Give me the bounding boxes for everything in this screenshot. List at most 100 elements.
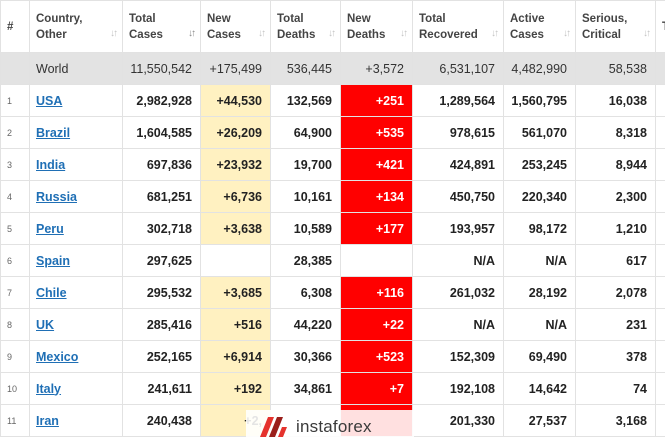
new-deaths-cell: +7 xyxy=(340,372,413,405)
truncated-cell xyxy=(655,84,665,117)
serious-critical-cell: 617 xyxy=(575,244,656,277)
total-cases-cell: 297,625 xyxy=(122,244,201,277)
serious-critical-cell: 378 xyxy=(575,340,656,373)
column-header-line1: New xyxy=(347,12,371,25)
column-header-line2: Cases xyxy=(510,28,544,41)
country-cell: Mexico xyxy=(29,340,123,373)
total-deaths-cell: 536,445 xyxy=(270,52,341,85)
row-number: 7 xyxy=(0,276,30,309)
active-cases-cell: N/A xyxy=(503,244,576,277)
total-cases-cell: 240,438 xyxy=(122,404,201,437)
country-link[interactable]: Spain xyxy=(36,253,71,268)
table-row: 4 Russia 681,251 +6,736 10,161 +134 450,750 220… xyxy=(0,180,665,213)
total-recovered-cell: 424,891 xyxy=(412,148,504,181)
total-cases-cell: 302,718 xyxy=(122,212,201,245)
sort-arrows-icon[interactable]: ↓↑ xyxy=(328,28,336,39)
serious-critical-cell: 74 xyxy=(575,372,656,405)
sort-arrows-icon[interactable]: ↓↑ xyxy=(258,28,266,39)
active-cases-cell: 98,172 xyxy=(503,212,576,245)
row-number: 2 xyxy=(0,116,30,149)
new-cases-cell: +44,530 xyxy=(200,84,271,117)
country-link[interactable]: Russia xyxy=(36,189,77,204)
sort-arrows-icon[interactable]: ↓↑ xyxy=(563,28,571,39)
country-link[interactable]: Chile xyxy=(36,285,67,300)
country-link[interactable]: UK xyxy=(36,317,55,332)
country-link[interactable]: Mexico xyxy=(36,349,79,364)
column-header-2[interactable]: Total Cases ↓↑ xyxy=(122,0,201,53)
world-country-cell: World xyxy=(29,52,123,85)
table-row: 9 Mexico 252,165 +6,914 30,366 +523 152,309 69,… xyxy=(0,340,665,373)
country-cell: Brazil xyxy=(29,116,123,149)
serious-critical-cell: 1,210 xyxy=(575,212,656,245)
country-link[interactable]: India xyxy=(36,157,66,172)
row-number: 9 xyxy=(0,340,30,373)
total-recovered-cell: N/A xyxy=(412,244,504,277)
column-header-1[interactable]: Country, Other ↓↑ xyxy=(29,0,123,53)
row-number xyxy=(0,52,30,85)
new-deaths-cell xyxy=(340,244,413,277)
column-header-6[interactable]: Total Recovered ↓↑ xyxy=(412,0,504,53)
row-number: 5 xyxy=(0,212,30,245)
column-header-7[interactable]: Active Cases ↓↑ xyxy=(503,0,576,53)
total-cases-cell: 2,982,928 xyxy=(122,84,201,117)
total-cases-cell: 295,532 xyxy=(122,276,201,309)
column-header-line1: Total xyxy=(277,12,304,25)
sort-arrows-icon[interactable]: ↓↑ xyxy=(491,28,499,39)
truncated-cell xyxy=(655,244,665,277)
truncated-cell xyxy=(655,180,665,213)
column-header-3[interactable]: New Cases ↓↑ xyxy=(200,0,271,53)
total-recovered-cell: 450,750 xyxy=(412,180,504,213)
column-header-line1: Serious, xyxy=(582,12,628,25)
table-header-row: # Country, Other ↓↑ Total Cases ↓↑ New Cases ↓↑ To… xyxy=(0,0,665,53)
watermark-text: instaforex xyxy=(296,416,372,436)
new-deaths-cell: +177 xyxy=(340,212,413,245)
instaforex-watermark: instaforex xyxy=(246,410,414,443)
sort-arrows-icon[interactable]: ↓↑ xyxy=(643,28,651,39)
country-cell: India xyxy=(29,148,123,181)
country-cell: Peru xyxy=(29,212,123,245)
country-link[interactable]: Iran xyxy=(36,413,59,428)
total-cases-cell: 252,165 xyxy=(122,340,201,373)
country-cell: UK xyxy=(29,308,123,341)
active-cases-cell: 69,490 xyxy=(503,340,576,373)
sort-arrows-icon[interactable]: ↓↑ xyxy=(110,28,118,39)
truncated-cell xyxy=(655,372,665,405)
country-link[interactable]: Peru xyxy=(36,221,64,236)
new-deaths-cell: +3,572 xyxy=(340,52,413,85)
column-header-line1: Active xyxy=(510,12,545,25)
column-header-line1: Country, xyxy=(36,12,83,25)
new-cases-cell: +23,932 xyxy=(200,148,271,181)
column-header-8[interactable]: Serious, Critical ↓↑ xyxy=(575,0,656,53)
active-cases-cell: 1,560,795 xyxy=(503,84,576,117)
new-cases-cell: +192 xyxy=(200,372,271,405)
country-link[interactable]: Italy xyxy=(36,381,62,396)
world-row: World 11,550,542 +175,499 536,445 +3,572… xyxy=(0,52,665,85)
total-deaths-cell: 10,161 xyxy=(270,180,341,213)
total-recovered-cell: 978,615 xyxy=(412,116,504,149)
country-link[interactable]: Brazil xyxy=(36,125,71,140)
column-header-line2: Other xyxy=(36,28,67,41)
sort-arrows-icon[interactable]: ↓↑ xyxy=(400,28,408,39)
country-link[interactable]: USA xyxy=(36,93,63,108)
column-header-5[interactable]: New Deaths ↓↑ xyxy=(340,0,413,53)
total-cases-cell: 681,251 xyxy=(122,180,201,213)
total-recovered-cell: 6,531,107 xyxy=(412,52,504,85)
total-deaths-cell: 34,861 xyxy=(270,372,341,405)
total-cases-cell: 11,550,542 xyxy=(122,52,201,85)
table-row: 3 India 697,836 +23,932 19,700 +421 424,891 253… xyxy=(0,148,665,181)
sort-arrows-icon[interactable]: ↓↑ xyxy=(188,28,196,39)
active-cases-cell: 220,340 xyxy=(503,180,576,213)
total-cases-cell: 697,836 xyxy=(122,148,201,181)
row-number: 1 xyxy=(0,84,30,117)
truncated-cell xyxy=(655,404,665,437)
truncated-cell xyxy=(655,340,665,373)
column-header-4[interactable]: Total Deaths ↓↑ xyxy=(270,0,341,53)
row-number: 11 xyxy=(0,404,30,437)
new-cases-cell: +6,736 xyxy=(200,180,271,213)
new-deaths-cell: +251 xyxy=(340,84,413,117)
column-header-line2: Deaths xyxy=(347,28,386,41)
row-number: 8 xyxy=(0,308,30,341)
total-cases-cell: 285,416 xyxy=(122,308,201,341)
truncated-cell xyxy=(655,276,665,309)
